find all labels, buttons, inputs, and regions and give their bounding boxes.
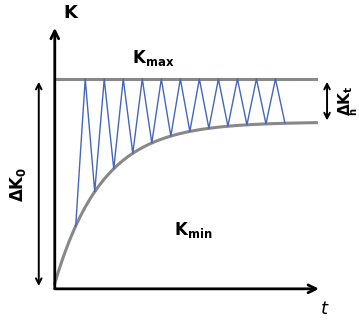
Text: $\mathbf{K_{min}}$: $\mathbf{K_{min}}$: [174, 220, 213, 240]
Text: $\mathbf{_h}$: $\mathbf{_h}$: [346, 108, 359, 116]
Text: $\mathit{t}$: $\mathit{t}$: [320, 299, 329, 317]
Text: $\mathbf{K}$: $\mathbf{K}$: [63, 4, 79, 22]
Text: $\mathbf{\Delta K_0}$: $\mathbf{\Delta K_0}$: [8, 166, 28, 202]
Text: $\mathbf{K_{max}}$: $\mathbf{K_{max}}$: [132, 48, 175, 68]
Text: $\mathbf{\Delta K_t}$: $\mathbf{\Delta K_t}$: [336, 86, 355, 117]
